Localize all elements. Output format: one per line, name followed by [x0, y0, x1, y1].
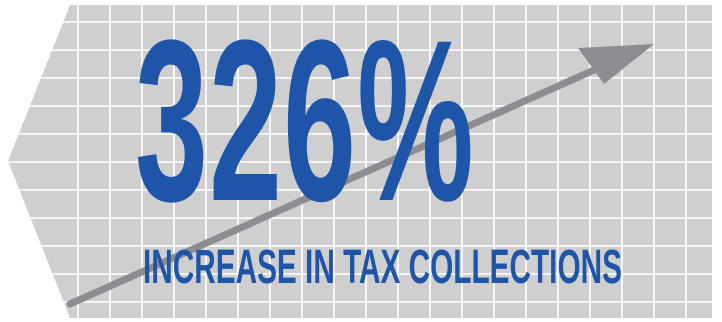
trend-arrow-icon	[66, 44, 654, 308]
stat-value: 326%	[135, 0, 475, 249]
stat-caption: INCREASE IN TAX COLLECTIONS	[143, 241, 622, 294]
